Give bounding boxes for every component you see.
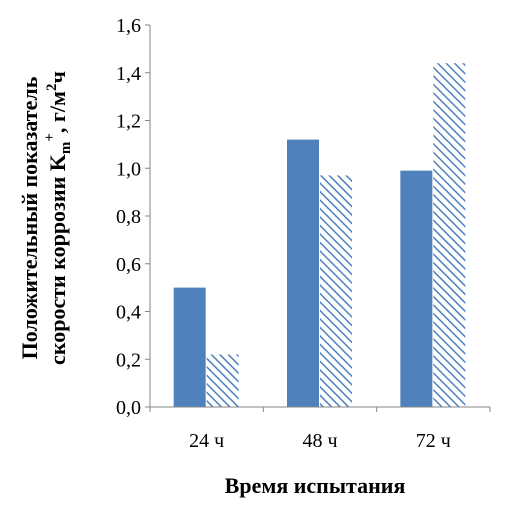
bar-solid-2 <box>287 139 319 407</box>
y-tick-label: 1,2 <box>116 111 141 133</box>
y-tick-label: 0,0 <box>116 397 141 419</box>
y-title-prefix: скорости коррозии K <box>45 154 70 365</box>
y-title-superscript: + <box>42 133 58 142</box>
y-title-subscript: m <box>58 141 74 154</box>
bar-solid-1 <box>173 287 206 407</box>
bars <box>173 63 466 407</box>
y-tick-label: 0,6 <box>116 254 141 276</box>
y-tick-label: 1,6 <box>116 15 141 37</box>
y-axis-ticks: 0,0 0,2 0,4 0,6 0,8 1,0 1,2 1,4 1,6 <box>116 15 150 419</box>
y-tick-label: 0,4 <box>116 302 141 324</box>
bar-hatched-3 <box>433 63 466 407</box>
y-axis-title: Положительный показатель <box>17 76 42 359</box>
y-title-unit-end: ч <box>45 71 70 83</box>
bar-hatched-2 <box>320 175 352 407</box>
y-title-unit: , г/м <box>45 91 70 133</box>
y-tick-label: 0,2 <box>116 349 141 371</box>
y-tick-label: 1,4 <box>116 63 141 85</box>
x-category-label: 48 ч <box>302 430 337 452</box>
y-tick-label: 1,0 <box>116 158 141 180</box>
y-tick-label: 0,8 <box>116 206 141 228</box>
y-axis-title-2: скорости коррозии Km+, г/м2ч <box>42 71 74 365</box>
bar-hatched-1 <box>206 354 239 407</box>
x-category-label: 72 ч <box>416 430 451 452</box>
y-axis-title-line1: Положительный показатель <box>17 76 42 359</box>
bar-solid-3 <box>400 170 433 407</box>
y-title-unit-superscript: 2 <box>44 83 60 91</box>
x-category-label: 24 ч <box>189 430 224 452</box>
y-axis-title-line2: скорости коррозии Km+, г/м2ч <box>42 71 74 365</box>
x-axis-title: Время испытания <box>225 473 406 498</box>
x-axis-categories: 24 ч 48 ч 72 ч <box>149 407 491 452</box>
